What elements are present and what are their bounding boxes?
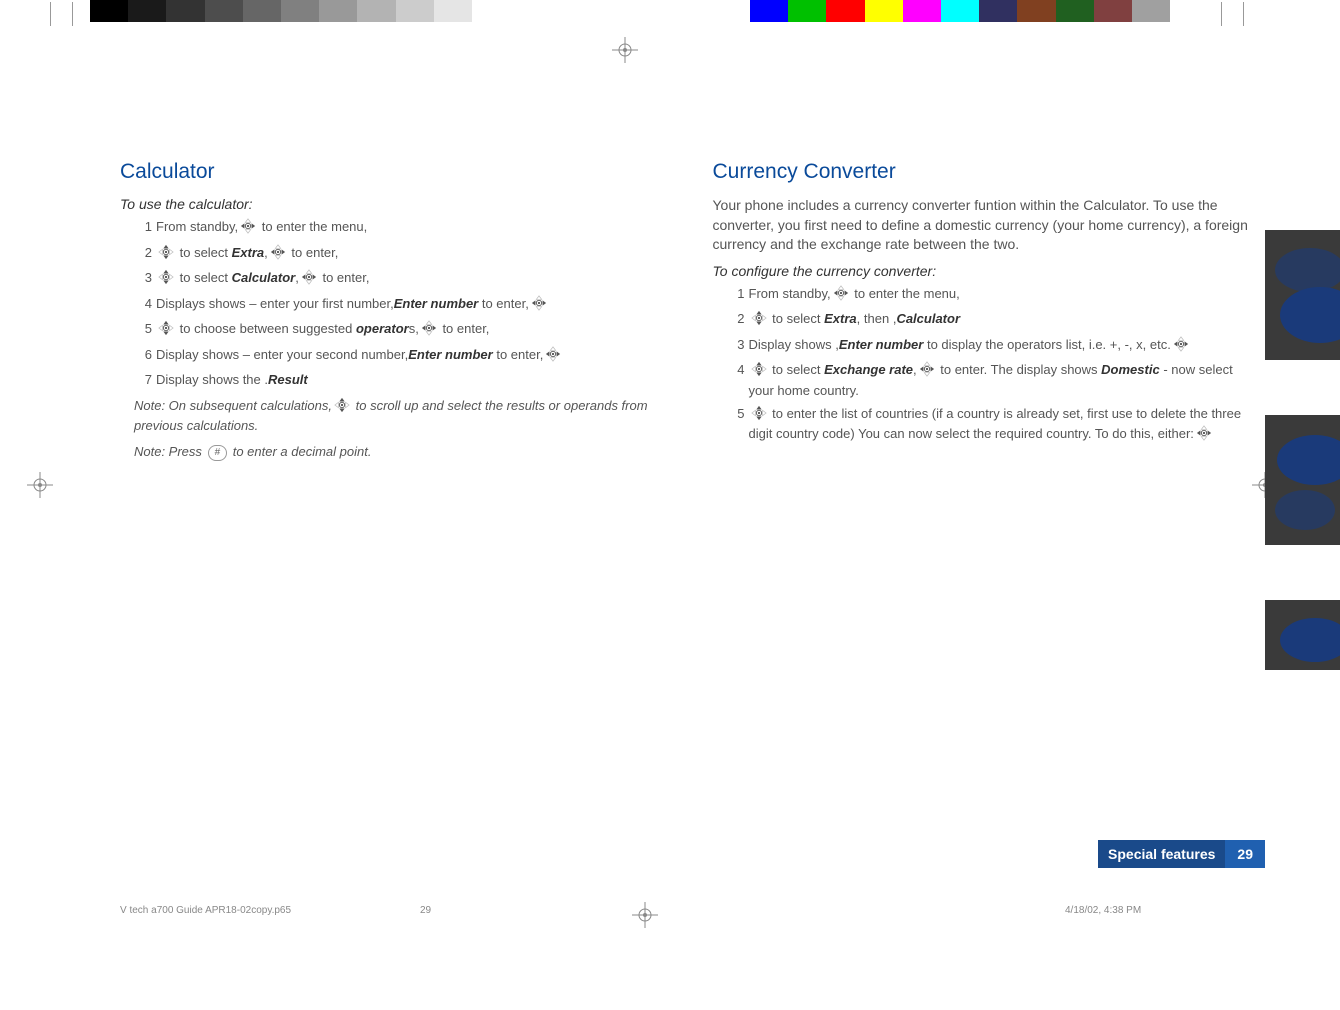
step-number: 3 [134,269,152,287]
crop-tick [72,2,73,26]
nav-updown-icon [751,310,767,331]
calculator-note-2: Note: Press # to enter a decimal point. [120,443,673,461]
swatch [357,0,395,22]
nav-updown-icon [751,361,767,382]
list-item: 7Display shows the .Result [120,371,673,389]
list-item: 5 to choose between suggested operators,… [120,320,673,341]
list-item: 3Display shows ,Enter number to display … [713,336,1266,357]
color-calibration-bar [750,0,1170,22]
step-number: 1 [134,218,152,236]
footer-page-number: 29 [1225,840,1265,868]
meta-timestamp: 4/18/02, 4:38 PM [1065,905,1265,916]
step-number: 4 [727,361,745,379]
section-subtitle: To use the calculator: [120,196,673,212]
list-item: 1From standby, to enter the menu, [713,285,1266,306]
nav-leftright-icon [531,295,547,316]
list-item: 6Display shows – enter your second numbe… [120,346,673,367]
page-content: Calculator To use the calculator: 1From … [120,160,1265,469]
step-number: 1 [727,285,745,303]
step-number: 7 [134,371,152,389]
swatch [1017,0,1055,22]
nav-leftright-icon [1173,336,1189,357]
list-item: 4 to select Exchange rate, to enter. The… [713,361,1266,399]
registration-mark-icon [610,35,640,65]
swatch [750,0,788,22]
nav-leftright-icon [301,269,317,290]
swatch [826,0,864,22]
nav-leftright-icon [421,320,437,341]
step-number: 3 [727,336,745,354]
print-metadata-line: V tech a700 Guide APR18-02copy.p65 29 4/… [120,905,1265,916]
list-item: 2 to select Extra, to enter, [120,244,673,265]
nav-leftright-icon [919,361,935,382]
swatch [903,0,941,22]
swatch [319,0,357,22]
nav-updown-icon [158,269,174,290]
nav-leftright-icon [240,218,256,239]
swatch [128,0,166,22]
swatch [788,0,826,22]
calculator-steps-list: 1From standby, to enter the menu, 2 to se… [120,218,673,389]
swatch [941,0,979,22]
list-item: 4Displays shows – enter your first numbe… [120,295,673,316]
nav-leftright-icon [1196,425,1212,446]
swatch [281,0,319,22]
hash-key-icon: # [208,445,228,461]
list-item: 2 to select Extra, then ,Calculator [713,310,1266,331]
calculator-section: Calculator To use the calculator: 1From … [120,160,673,469]
crop-tick [1221,2,1222,26]
page-footer-badge: Special features 29 [1098,840,1265,868]
crop-tick [50,2,51,26]
swatch [396,0,434,22]
swatch [205,0,243,22]
step-number: 2 [727,310,745,328]
swatch [1056,0,1094,22]
nav-leftright-icon [833,285,849,306]
currency-converter-section: Currency Converter Your phone includes a… [713,160,1266,469]
section-title: Currency Converter [713,160,1266,184]
nav-leftright-icon [545,346,561,367]
step-number: 5 [727,405,745,423]
registration-mark-icon [25,470,55,500]
swatch [243,0,281,22]
step-number: 2 [134,244,152,262]
section-subtitle: To configure the currency converter: [713,263,1266,279]
meta-page: 29 [420,905,470,916]
intro-paragraph: Your phone includes a currency converter… [713,196,1266,255]
footer-section-label: Special features [1098,840,1225,868]
nav-updown-icon [751,405,767,426]
swatch [166,0,204,22]
swatch [472,0,510,22]
swatch [865,0,903,22]
list-item: 1From standby, to enter the menu, [120,218,673,239]
swatch [434,0,472,22]
swatch [979,0,1017,22]
step-number: 4 [134,295,152,313]
swatch [1094,0,1132,22]
swatch [1132,0,1170,22]
decorative-tab-images [1265,230,1340,725]
grayscale-calibration-bar [90,0,510,22]
calculator-note-1: Note: On subsequent calculations, to scr… [120,397,673,435]
nav-leftright-icon [270,244,286,265]
nav-updown-icon [334,397,350,418]
meta-filename: V tech a700 Guide APR18-02copy.p65 [120,905,420,916]
step-number: 5 [134,320,152,338]
crop-tick [1243,2,1244,26]
list-item: 3 to select Calculator, to enter, [120,269,673,290]
nav-updown-icon [158,320,174,341]
nav-updown-icon [158,244,174,265]
list-item: 5 to enter the list of countries (if a c… [713,405,1266,446]
step-number: 6 [134,346,152,364]
swatch [90,0,128,22]
section-title: Calculator [120,160,673,184]
converter-steps-list: 1From standby, to enter the menu, 2 to se… [713,285,1266,446]
